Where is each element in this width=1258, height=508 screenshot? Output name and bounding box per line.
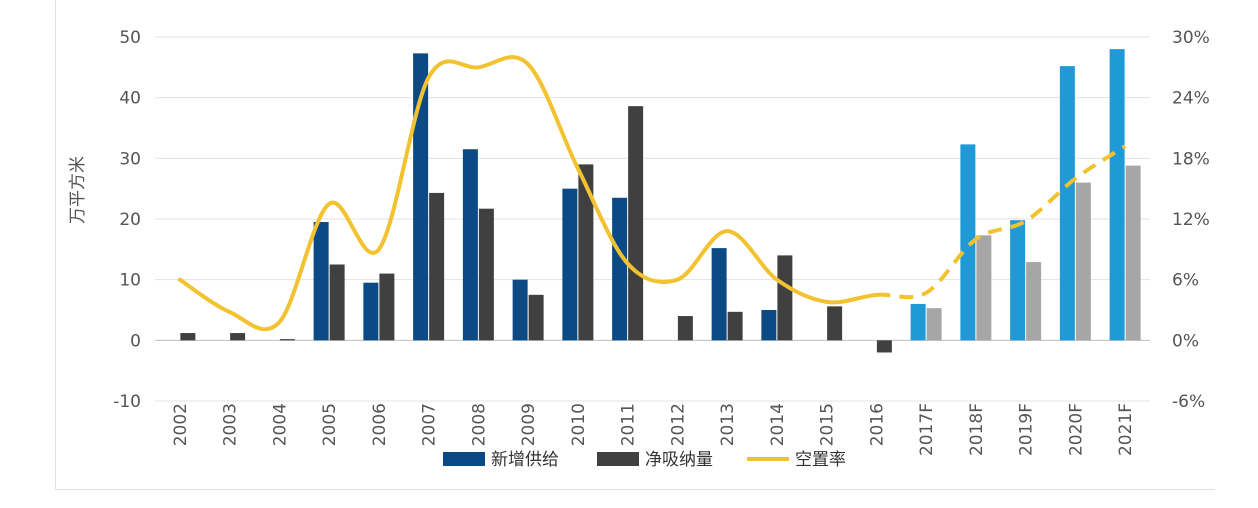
legend: 新增供给 净吸纳量 空置率 [443, 450, 846, 470]
bar-absorption [379, 273, 395, 341]
bar-absorption [1125, 165, 1141, 341]
y2-tick-label: 24% [1172, 89, 1210, 109]
bar-absorption [628, 106, 644, 341]
bar-supply [363, 282, 379, 341]
bar-supply [711, 248, 727, 341]
x-tick-label: 2010 [569, 403, 589, 446]
legend-label: 空置率 [795, 450, 846, 470]
y-tick-label: 50 [119, 28, 141, 48]
x-tick-label: 2013 [718, 403, 738, 446]
y-tick-label: 0 [130, 331, 141, 351]
y-tick-label: 20 [119, 210, 141, 230]
x-tick-label: 2017F [917, 403, 937, 456]
x-tick-label: 2009 [519, 403, 539, 446]
x-tick-label: 2015 [818, 403, 838, 446]
bar-absorption [727, 311, 743, 341]
chart-frame [55, 0, 1215, 490]
x-tick-label: 2004 [270, 403, 290, 446]
y2-tick-label: 12% [1172, 210, 1210, 230]
bar-supply [1010, 220, 1026, 341]
vacancy-line [177, 55, 1127, 332]
bar-supply [313, 222, 329, 341]
bar-supply [761, 310, 777, 341]
x-tick-label: 2008 [469, 403, 489, 446]
axes: -10 0 10 20 30 40 50 -6% 0% 6% 12% 18% 24% 30% 2002 200… [113, 28, 1210, 456]
y-tick-label: -10 [113, 392, 141, 412]
x-tick-label: 2016 [867, 403, 887, 446]
bar-supply [512, 279, 528, 341]
legend-swatch [443, 452, 485, 466]
x-tick-label: 2012 [668, 403, 688, 446]
x-tick-label: 2003 [221, 403, 241, 446]
legend-label: 净吸纳量 [645, 450, 713, 470]
bar-absorption [578, 164, 594, 341]
y2-tick-label: -6% [1172, 392, 1205, 412]
y2-tick-label: 18% [1172, 149, 1210, 169]
vacancy-line-actual [177, 55, 879, 332]
bar-supply [462, 149, 478, 341]
y-tick-label: 30 [119, 149, 141, 169]
y2-tick-label: 30% [1172, 28, 1210, 48]
bar-absorption [279, 339, 295, 341]
x-tick-label: 2018F [967, 403, 987, 456]
x-tick-label: 2007 [420, 403, 440, 446]
x-tick-label: 2011 [619, 403, 639, 446]
x-tick-label: 2014 [768, 403, 788, 446]
bar-absorption [827, 306, 843, 341]
bar-absorption [528, 294, 544, 341]
gridlines [155, 36, 1150, 402]
x-tick-label: 2005 [320, 403, 340, 446]
bar-supply [413, 53, 429, 341]
bar-supply [1109, 49, 1125, 341]
y-axis-label: 万平方米 [68, 156, 88, 224]
bar-supply [1059, 66, 1075, 341]
x-tick-label: 2021F [1116, 403, 1136, 456]
bar-absorption [429, 192, 445, 341]
y2-tick-label: 6% [1172, 271, 1199, 291]
x-tick-label: 2002 [171, 403, 191, 446]
bars [180, 49, 1141, 353]
y2-tick-label: 0% [1172, 331, 1199, 351]
bar-absorption [478, 208, 494, 341]
x-tick-label: 2006 [370, 403, 390, 446]
legend-label: 新增供给 [491, 450, 559, 470]
y-tick-label: 40 [119, 89, 141, 109]
bar-supply [910, 303, 926, 341]
bar-absorption [777, 255, 793, 341]
legend-swatch [597, 452, 639, 466]
bar-absorption [1075, 182, 1091, 341]
x-tick-label: 2020F [1066, 403, 1086, 456]
bar-absorption [329, 264, 345, 341]
vacancy-line-forecast [876, 144, 1127, 300]
y-tick-label: 10 [119, 271, 141, 291]
bar-absorption [926, 308, 942, 341]
bar-supply [612, 197, 628, 341]
bar-absorption [230, 333, 246, 341]
bar-supply [960, 144, 976, 341]
bar-supply [562, 188, 578, 341]
bar-absorption [180, 333, 196, 341]
bar-absorption [677, 316, 693, 341]
bar-absorption [1026, 262, 1042, 341]
bar-absorption [876, 340, 892, 353]
x-tick-label: 2019F [1017, 403, 1037, 456]
bar-absorption [976, 235, 992, 341]
